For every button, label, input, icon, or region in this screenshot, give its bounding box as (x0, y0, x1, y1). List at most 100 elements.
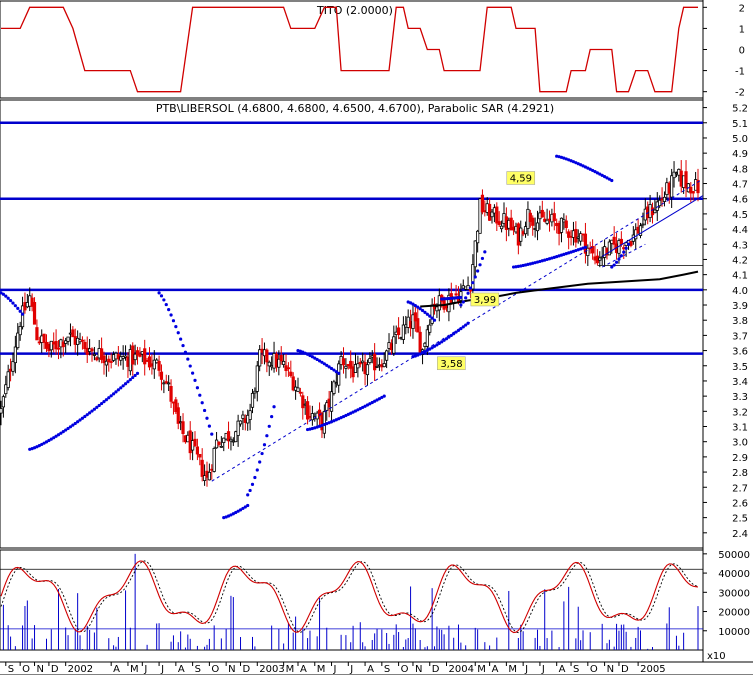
sar-dot (363, 404, 367, 408)
sar-dot (581, 164, 585, 168)
tito-line (1, 6, 698, 93)
sar-dot (202, 408, 207, 413)
tito-y-tick-label: -2 (735, 88, 745, 99)
sar-dot (428, 314, 432, 318)
candle (238, 420, 243, 425)
sar-dot (327, 365, 331, 369)
candle (107, 358, 111, 363)
candle (289, 371, 293, 377)
sar-dot (327, 421, 331, 425)
sar-dot (191, 371, 195, 375)
sar-dot (322, 362, 326, 366)
candle (102, 355, 106, 364)
sar-dot (528, 262, 532, 266)
x-tick-label: J (333, 664, 337, 675)
sar-dot (337, 417, 341, 421)
candle (579, 233, 583, 242)
sar-dot (583, 165, 588, 169)
sar-dot (624, 246, 628, 250)
sar-dot (449, 296, 453, 300)
sar-dot (107, 396, 111, 400)
sar-dot (617, 257, 621, 261)
candle (35, 327, 39, 341)
candle (95, 357, 99, 361)
candle (670, 175, 674, 198)
sar-dot (329, 366, 334, 371)
candle (411, 314, 415, 329)
oscillator-line (0, 560, 699, 634)
sar-dot (471, 281, 475, 285)
sar-dot (325, 363, 329, 367)
price-y-tick-label: 4.6 (732, 195, 748, 206)
candle (466, 284, 470, 290)
price-y-tick-label: 4.1 (732, 271, 748, 282)
sar-dot (78, 418, 82, 422)
candle (567, 231, 571, 238)
sar-dot (71, 423, 75, 427)
sar-dot (44, 440, 49, 444)
price-y-tick-label: 5.2 (732, 104, 748, 115)
candle (358, 361, 362, 365)
sar-dot (37, 444, 41, 448)
candle (193, 438, 197, 446)
candle (629, 241, 633, 246)
sar-dot (452, 332, 456, 336)
sar-dot (423, 310, 427, 314)
sar-dot (595, 171, 600, 175)
candle (305, 401, 310, 420)
sar-dot (159, 294, 164, 298)
candle (425, 329, 429, 347)
sar-dot (49, 437, 53, 441)
x-tick-label: 2004 (449, 664, 474, 675)
price-label: 4,59 (510, 173, 532, 184)
candle (282, 360, 286, 365)
price-y-tick-label: 2.9 (732, 453, 748, 464)
sar-dot (262, 443, 267, 447)
sar-dot (416, 305, 420, 309)
sar-dot (456, 296, 461, 300)
sar-dot (382, 394, 386, 398)
sar-dot (449, 333, 453, 338)
x-tick-label: J (524, 664, 528, 675)
sar-dot (85, 413, 89, 417)
price-y-tick-label: 4.2 (732, 255, 748, 266)
sar-dot (92, 407, 97, 411)
price-y-tick-label: 3.9 (732, 301, 748, 312)
candle (195, 446, 200, 455)
sar-dot (35, 445, 39, 449)
sar-dot (176, 331, 180, 335)
sar-dot (131, 375, 135, 380)
candle (476, 230, 480, 244)
candle (200, 459, 204, 477)
candle (641, 223, 645, 226)
candle (684, 171, 688, 189)
volume-y-tick-label: 20000 (718, 608, 750, 619)
candle (109, 361, 113, 363)
price-y-tick-label: 2.5 (732, 514, 748, 525)
sar-dot (32, 446, 37, 450)
candle (298, 391, 302, 394)
sar-dot (452, 296, 456, 300)
sar-dot (186, 357, 190, 361)
x-tick-label: O (401, 664, 409, 675)
price-y-tick-label: 3.1 (732, 423, 748, 434)
candle (332, 381, 336, 394)
sar-dot (272, 405, 276, 409)
sar-dot (200, 401, 204, 405)
candle (258, 349, 262, 367)
sar-dot (420, 308, 425, 313)
volume-unit-label: x10 (707, 651, 726, 662)
sar-dot (90, 409, 94, 413)
x-tick-label: J (349, 664, 353, 675)
price-label-box (470, 292, 500, 307)
tito-y-tick-label: 2 (739, 3, 745, 14)
candle (49, 340, 53, 351)
sar-dot (301, 350, 305, 354)
candle (375, 366, 379, 368)
sar-dot (432, 318, 437, 322)
sar-dot (334, 418, 338, 422)
sar-dot (332, 419, 336, 423)
sar-dot (183, 350, 188, 354)
sar-dot (88, 411, 92, 415)
x-tick-label: A (559, 664, 566, 675)
